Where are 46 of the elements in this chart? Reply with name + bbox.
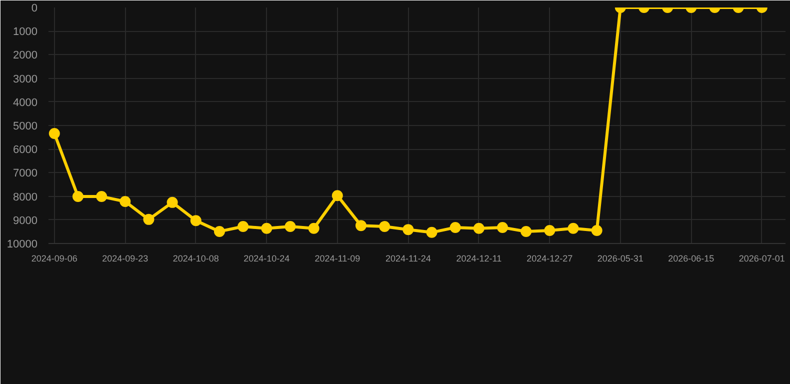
point <box>48 128 60 140</box>
point <box>544 225 556 236</box>
point <box>568 222 579 234</box>
y-tick-label: 5000 <box>13 120 38 132</box>
point <box>308 222 320 234</box>
x-tick-label: 2024-11-09 <box>314 254 360 264</box>
point <box>143 214 154 225</box>
point <box>261 222 272 234</box>
point <box>450 222 461 233</box>
x-tick-label: 2026-06-15 <box>668 254 714 264</box>
point <box>214 226 225 237</box>
point <box>402 224 414 236</box>
x-tick-label: 2024-12-11 <box>456 254 502 264</box>
y-tick-label: 1000 <box>13 26 38 38</box>
x-tick-label: 2026-05-31 <box>597 254 644 264</box>
x-tick-label: 2024-10-24 <box>244 254 290 264</box>
x-tick-label: 2024-10-08 <box>172 254 219 264</box>
y-tick-label: 8000 <box>13 191 38 204</box>
y-tick-label: 0 <box>31 2 38 14</box>
point <box>496 222 508 233</box>
y-tick-label: 7000 <box>13 168 38 180</box>
point <box>591 225 602 236</box>
point <box>120 196 131 207</box>
point <box>379 221 390 232</box>
point <box>238 221 249 232</box>
x-tick-label: 2024-09-06 <box>31 254 78 264</box>
point <box>473 222 484 234</box>
y-tick-label: 4000 <box>13 96 38 109</box>
y-tick-label: 2000 <box>13 50 38 62</box>
point <box>72 191 84 202</box>
point <box>355 220 366 232</box>
y-tick-label: 10000 <box>6 238 38 250</box>
point <box>426 226 438 238</box>
y-tick-label: 3000 <box>13 73 38 86</box>
point <box>520 226 532 237</box>
x-tick-label: 2026-07-01 <box>738 254 785 264</box>
point <box>284 221 296 232</box>
x-tick-label: 2024-11-24 <box>385 254 431 264</box>
point <box>190 215 202 226</box>
point <box>96 191 108 202</box>
x-tick-label: 2024-12-27 <box>526 254 573 264</box>
y-tick-label: 9000 <box>13 214 38 227</box>
point <box>166 196 178 208</box>
point <box>332 190 343 202</box>
y-tick-label: 6000 <box>13 144 38 156</box>
x-tick-label: 2024-09-23 <box>102 254 148 264</box>
